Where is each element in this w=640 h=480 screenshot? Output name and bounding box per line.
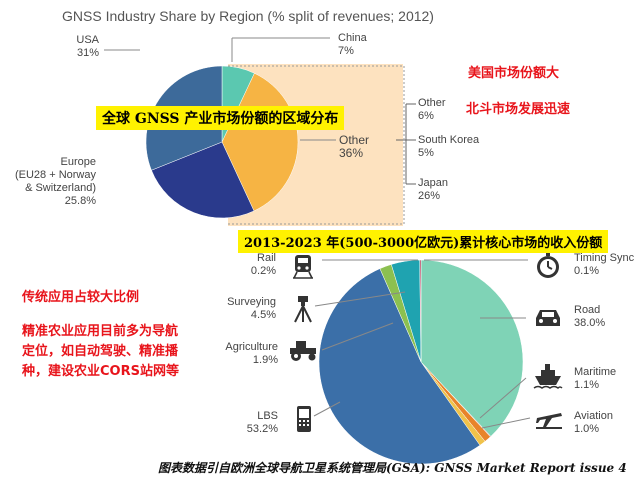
ship-icon: [533, 364, 563, 389]
label-surveying: Surveying 4.5%: [227, 296, 276, 321]
chart1-title: GNSS Industry Share by Region (% split o…: [62, 8, 434, 24]
mobile-phone-icon: [297, 406, 311, 432]
aviation-leader-line: [481, 417, 531, 429]
source-citation: 图表数据引自欧洲全球导航卫星系统管理局(GSA): GNSS Market Re…: [158, 461, 627, 475]
label-road: Road 38.0%: [574, 304, 606, 329]
banner-regional-share: 全球 GNSS 产业市场份额的区域分布: [96, 106, 345, 130]
breakdown-bracket: [396, 103, 416, 185]
pie-chart-regions: [145, 65, 299, 219]
car-icon: [536, 310, 560, 326]
pie-chart-markets: [318, 259, 524, 465]
pie-slice-europe-eu28-norway-switzerland: [151, 141, 255, 219]
label-rail: Rail 0.2%: [250, 252, 276, 277]
maritime-leader-line: [479, 377, 527, 419]
label-agriculture: Agriculture 1.9%: [225, 341, 278, 366]
banner-market-revenue: 2013-2023 年(500-3000亿欧元)累计核心市场的收入份额: [238, 230, 609, 253]
train-icon: [293, 255, 313, 279]
breakdown-dotted-border: [228, 65, 405, 225]
label-south-korea: South Korea 5%: [418, 134, 480, 159]
label-aviation: Aviation 1.0%: [574, 410, 613, 435]
pie-slice-road: [420, 259, 524, 437]
label-usa: USA 31%: [76, 34, 99, 59]
note-traditional-apps: 传统应用占较大比例: [22, 290, 140, 305]
lbs-leader-line: [313, 401, 341, 417]
pie-slice-lbs: [318, 268, 481, 465]
label-japan: Japan 26%: [418, 177, 448, 202]
surveying-tripod-icon: [294, 296, 312, 323]
surveying-leader-line: [314, 291, 406, 307]
agriculture-leader-line: [321, 322, 394, 351]
label-sub-other: Other 6%: [418, 97, 446, 122]
note-precision-agriculture: 精准农业应用目前多为导航 定位，如自动驾驶、精准播 种，建设农业CORS站网等: [22, 324, 179, 379]
tractor-icon: [290, 341, 316, 361]
note-us-market: 美国市场份额大: [468, 66, 560, 81]
stopwatch-icon: [537, 253, 559, 278]
label-lbs: LBS 53.2%: [246, 410, 278, 435]
label-europe: Europe (EU28 + Norway & Switzerland) 25.8%: [14, 156, 96, 207]
label-maritime: Maritime 1.1%: [574, 366, 617, 391]
note-beidou: 北斗市场发展迅速: [466, 102, 571, 117]
label-china: China 7%: [338, 32, 367, 57]
label-other: Other 36%: [339, 133, 370, 160]
label-timing-sync: Timing Sync 0.1%: [574, 252, 635, 277]
airplane-icon: [536, 413, 562, 429]
pie-slice-rail: [419, 259, 422, 363]
